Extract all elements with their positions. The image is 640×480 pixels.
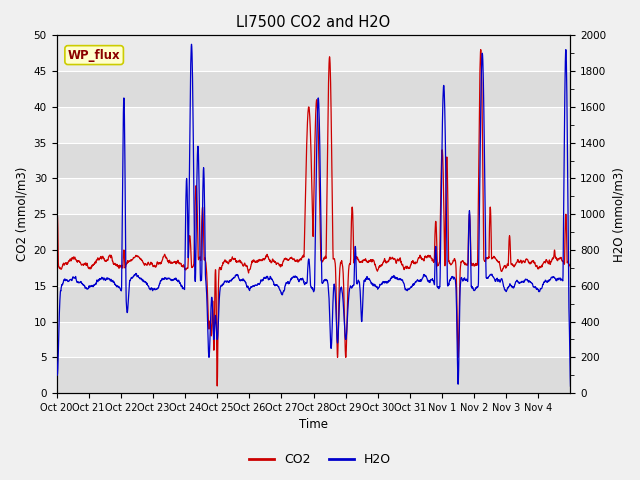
Bar [56, 286, 570, 322]
X-axis label: Time: Time [299, 419, 328, 432]
Bar [56, 214, 570, 250]
Bar [56, 71, 570, 107]
Bar [56, 357, 570, 393]
Text: WP_flux: WP_flux [68, 48, 120, 61]
Bar [56, 36, 570, 71]
Title: LI7500 CO2 and H2O: LI7500 CO2 and H2O [236, 15, 390, 30]
Bar [56, 143, 570, 179]
Y-axis label: H2O (mmol/m3): H2O (mmol/m3) [612, 167, 625, 262]
Y-axis label: CO2 (mmol/m3): CO2 (mmol/m3) [15, 167, 28, 262]
Bar [56, 250, 570, 286]
Bar [56, 107, 570, 143]
Legend: CO2, H2O: CO2, H2O [244, 448, 396, 471]
Bar [56, 179, 570, 214]
Bar [56, 322, 570, 357]
